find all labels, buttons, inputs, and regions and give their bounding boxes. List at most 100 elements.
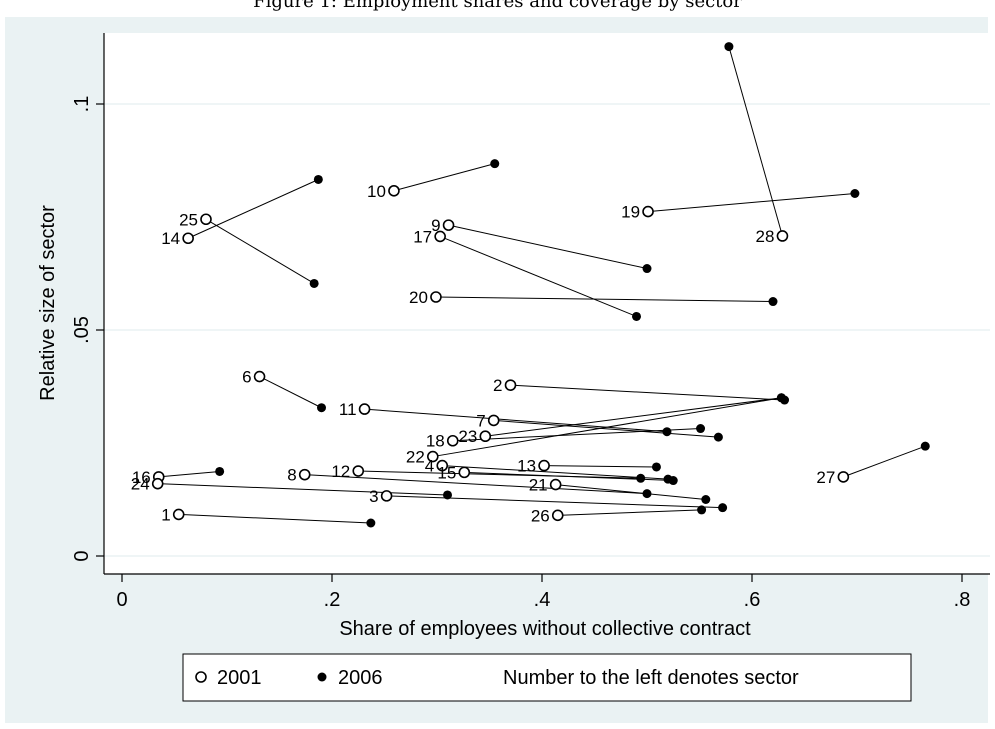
point-2006 xyxy=(215,466,225,476)
point-2006 xyxy=(718,503,728,513)
sector-label: 10 xyxy=(367,182,386,201)
sector-label: 23 xyxy=(458,427,477,446)
point-2006 xyxy=(662,427,672,437)
sector-label: 27 xyxy=(816,468,835,487)
point-2001 xyxy=(388,184,400,197)
connector-line xyxy=(448,224,648,270)
sector-label: 16 xyxy=(132,468,151,487)
sector-label: 6 xyxy=(242,368,251,387)
point-2001 xyxy=(538,459,550,472)
point-2006 xyxy=(724,42,734,52)
sector-label: 4 xyxy=(425,457,434,476)
point-2001 xyxy=(358,403,371,415)
point-2001 xyxy=(436,459,449,472)
grid-lines xyxy=(104,103,990,557)
x-tick-label: .6 xyxy=(744,589,761,611)
sector-label: 20 xyxy=(409,288,428,307)
sector-label: 26 xyxy=(531,506,550,525)
point-2001 xyxy=(430,291,442,303)
point-2006 xyxy=(696,424,706,434)
connector-line xyxy=(439,235,637,317)
point-2001 xyxy=(380,490,393,502)
point-2006 xyxy=(366,518,376,528)
y-tick-label: .05 xyxy=(71,316,93,344)
point-2001 xyxy=(172,508,185,521)
point-2006 xyxy=(317,403,326,413)
point-2001 xyxy=(200,213,212,226)
connector-line xyxy=(158,470,220,478)
connector-line xyxy=(386,495,723,509)
point-2006 xyxy=(768,297,778,307)
sector-label: 28 xyxy=(756,227,775,246)
point-2006 xyxy=(850,188,860,198)
connector-line xyxy=(393,163,495,192)
legend-marker-2001 xyxy=(195,671,207,683)
connector-line xyxy=(555,484,706,500)
legend-label-2001: 2001 xyxy=(217,667,262,689)
point-2006 xyxy=(713,432,723,442)
connector-line xyxy=(493,419,719,438)
connector-line xyxy=(557,509,702,516)
point-2001 xyxy=(479,430,492,443)
point-2001 xyxy=(298,468,311,481)
sector-label: 24 xyxy=(131,475,150,494)
sector-label: 9 xyxy=(431,216,440,235)
connector-line xyxy=(187,179,319,239)
sector-label: 13 xyxy=(517,457,536,476)
point-2001 xyxy=(426,450,439,463)
sector-label: 12 xyxy=(331,462,350,481)
point-2001 xyxy=(352,465,365,477)
legend-marker-2006 xyxy=(317,672,327,682)
connector-line xyxy=(259,376,322,409)
x-tick-label: .8 xyxy=(954,589,971,611)
axes: 0 .2 .4 .6 .8 0 .05 .1 xyxy=(71,33,990,611)
point-2006 xyxy=(313,174,323,184)
plot-area xyxy=(104,33,990,574)
connector-line xyxy=(205,218,315,284)
connector-line xyxy=(485,397,782,437)
legend-note: Number to the left denotes sector xyxy=(503,667,799,689)
connector-line xyxy=(452,428,701,442)
point-2001 xyxy=(253,370,266,383)
sector-label: 18 xyxy=(426,432,445,451)
point-2001 xyxy=(446,434,459,447)
point-2006 xyxy=(701,495,711,504)
point-2001 xyxy=(487,414,500,427)
point-2001 xyxy=(549,478,562,491)
x-tick-label: .4 xyxy=(534,589,551,611)
point-2001 xyxy=(182,232,194,245)
sector-label: 15 xyxy=(437,463,456,482)
point-2006 xyxy=(490,159,500,169)
point-2006 xyxy=(697,505,707,515)
connector-line xyxy=(304,474,648,495)
point-2001 xyxy=(776,230,789,242)
point-2006 xyxy=(309,278,319,288)
y-tick-label: .1 xyxy=(71,96,93,113)
legend-box xyxy=(182,653,912,702)
connector-line xyxy=(510,384,785,401)
sector-label: 11 xyxy=(339,400,357,419)
sector-label: 21 xyxy=(529,476,548,495)
connector-line xyxy=(364,408,667,433)
point-2006 xyxy=(642,264,652,274)
point-2001 xyxy=(642,205,654,218)
connector-line xyxy=(178,513,371,524)
connector-line xyxy=(435,296,774,303)
point-2001 xyxy=(504,379,517,391)
point-2006 xyxy=(651,462,661,472)
point-2006 xyxy=(668,476,678,486)
legend: 2001 2006 Number to the left denotes sec… xyxy=(182,653,912,702)
sector-label: 19 xyxy=(621,203,640,222)
x-tick-label: .2 xyxy=(324,589,341,611)
y-tick-label: 0 xyxy=(71,550,93,561)
connector-line xyxy=(648,192,855,213)
connector-line xyxy=(843,445,926,478)
sector-label: 25 xyxy=(179,210,198,229)
connector-line xyxy=(442,465,669,480)
connector-line xyxy=(157,483,448,496)
point-2001 xyxy=(837,471,850,483)
sector-label: 17 xyxy=(413,227,432,246)
connector-line xyxy=(432,397,782,458)
data-points xyxy=(151,42,930,528)
